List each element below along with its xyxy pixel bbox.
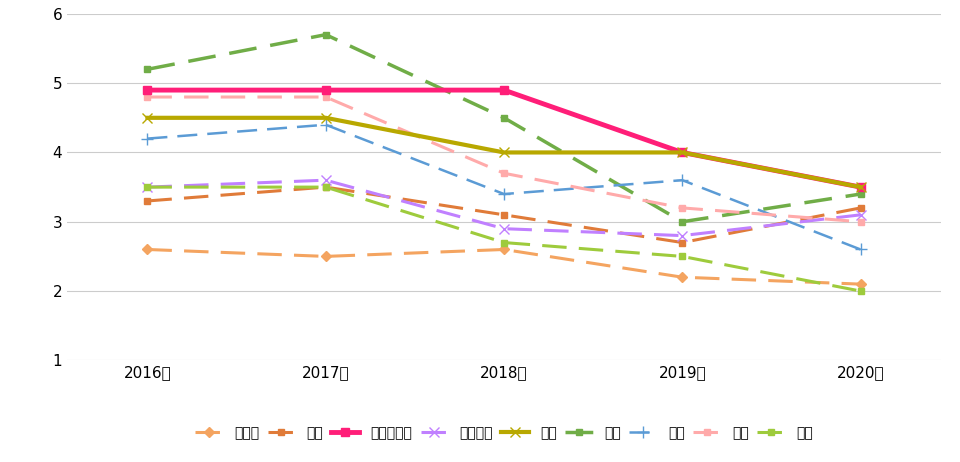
東北 (320, 184, 331, 190)
関東甲信越 (320, 87, 331, 93)
Line: 関東甲信越: 関東甲信越 (143, 86, 865, 191)
東海北陸 (854, 212, 866, 218)
沖縄 (320, 184, 331, 190)
北海道 (854, 281, 866, 287)
Line: 九州: 九州 (144, 93, 864, 225)
Line: 北海道: 北海道 (144, 246, 864, 288)
東北 (142, 198, 154, 204)
近畑 (677, 150, 688, 155)
近畑 (854, 184, 866, 190)
関東甲信越 (677, 150, 688, 155)
東海北陸 (142, 184, 154, 190)
北海道 (677, 274, 688, 280)
九州 (854, 219, 866, 225)
北海道 (320, 254, 331, 259)
Line: 近畑: 近畑 (143, 113, 865, 192)
九州 (142, 94, 154, 100)
Line: 東海北陸: 東海北陸 (143, 175, 865, 241)
東北 (854, 205, 866, 211)
北海道 (142, 247, 154, 252)
四国 (320, 122, 331, 128)
東北 (498, 212, 510, 218)
東海北陸 (677, 233, 688, 238)
中国 (142, 67, 154, 72)
中国 (677, 219, 688, 225)
北海道 (498, 247, 510, 252)
四国 (142, 136, 154, 141)
Line: 沖縄: 沖縄 (144, 183, 864, 295)
東海北陸 (320, 177, 331, 183)
九州 (498, 170, 510, 176)
沖縄 (142, 184, 154, 190)
東海北陸 (498, 226, 510, 231)
関東甲信越 (142, 87, 154, 93)
中国 (498, 115, 510, 121)
四国 (854, 247, 866, 252)
Line: 中国: 中国 (144, 31, 864, 225)
近畑 (498, 150, 510, 155)
関東甲信越 (854, 184, 866, 190)
四国 (498, 191, 510, 197)
近畑 (142, 115, 154, 121)
中国 (320, 32, 331, 37)
近畑 (320, 115, 331, 121)
関東甲信越 (498, 87, 510, 93)
中国 (854, 191, 866, 197)
九州 (320, 94, 331, 100)
沖縄 (677, 254, 688, 259)
沖縄 (854, 288, 866, 294)
Legend: 北海道, 東北, 関東甲信越, 東海北陸, 近畑, 中国, 四国, 九州, 沖縄: 北海道, 東北, 関東甲信越, 東海北陸, 近畑, 中国, 四国, 九州, 沖縄 (188, 419, 820, 447)
四国 (677, 177, 688, 183)
Line: 東北: 東北 (144, 183, 864, 246)
九州 (677, 205, 688, 211)
Line: 四国: 四国 (141, 118, 867, 256)
沖縄 (498, 240, 510, 245)
東北 (677, 240, 688, 245)
